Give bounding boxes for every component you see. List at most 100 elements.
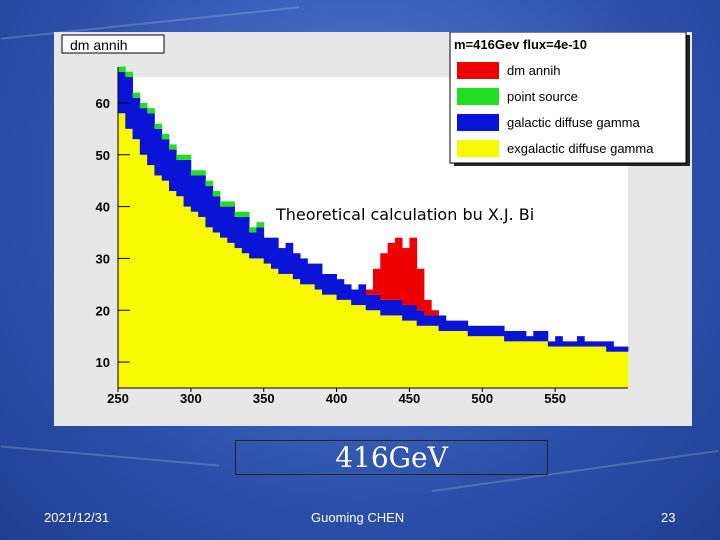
plot-panel: 10 20 30 40 50 60 250 300 350 400 450 500 550 dm ann… [54, 32, 692, 426]
x-tick-label: 350 [253, 391, 275, 406]
bar-galactic-diffuse-gamma [132, 97, 141, 140]
bar-point-source [147, 108, 155, 114]
bar-galactic-diffuse-gamma [467, 325, 476, 337]
bar-galactic-diffuse-gamma [518, 330, 527, 342]
bar-galactic-diffuse-gamma [190, 175, 199, 212]
bar-galactic-diffuse-gamma [431, 315, 439, 326]
bar-dm-annih [416, 268, 425, 311]
bar-point-source [227, 201, 235, 207]
bar-exgalactic-diffuse-gamma [241, 253, 250, 388]
bar-exgalactic-diffuse-gamma [329, 294, 337, 388]
bar-exgalactic-diffuse-gamma [431, 325, 439, 388]
bar-exgalactic-diffuse-gamma [606, 351, 614, 388]
bar-exgalactic-diffuse-gamma [351, 305, 359, 388]
legend-label: dm annih [507, 63, 560, 78]
bar-exgalactic-diffuse-gamma [504, 341, 512, 388]
bar-exgalactic-diffuse-gamma [453, 330, 461, 388]
bar-galactic-diffuse-gamma [504, 330, 512, 342]
bar-exgalactic-diffuse-gamma [460, 330, 469, 388]
bar-exgalactic-diffuse-gamma [394, 315, 403, 388]
bar-point-source [139, 102, 148, 109]
bar-dm-annih [394, 237, 403, 300]
bar-exgalactic-diffuse-gamma [154, 175, 163, 388]
bar-exgalactic-diffuse-gamma [285, 273, 294, 388]
y-tick-label: 50 [96, 148, 110, 163]
bar-exgalactic-diffuse-gamma [249, 258, 257, 388]
bar-galactic-diffuse-gamma [292, 253, 301, 280]
bar-point-source [234, 211, 243, 217]
bar-galactic-diffuse-gamma [176, 159, 184, 197]
chart-legend: m=416Gev flux=4e-10 dm annih point source… [449, 32, 690, 166]
bar-galactic-diffuse-gamma [533, 330, 541, 342]
bar-galactic-diffuse-gamma [234, 216, 243, 249]
bar-point-source [176, 154, 184, 160]
bar-exgalactic-diffuse-gamma [278, 273, 286, 388]
bar-dm-annih [402, 248, 410, 306]
bar-exgalactic-diffuse-gamma [526, 341, 534, 388]
bar-galactic-diffuse-gamma [147, 113, 155, 166]
slide-caption: 416GeV [235, 440, 548, 475]
bar-galactic-diffuse-gamma [511, 330, 520, 342]
bar-dm-annih [409, 237, 418, 306]
bar-exgalactic-diffuse-gamma [518, 341, 527, 388]
bar-dm-annih [387, 242, 396, 300]
y-tick-label: 20 [96, 303, 110, 318]
bar-exgalactic-diffuse-gamma [591, 346, 600, 388]
bar-galactic-diffuse-gamma [169, 149, 177, 192]
bar-dm-annih [365, 289, 374, 295]
bar-exgalactic-diffuse-gamma [300, 284, 308, 388]
bar-point-source [154, 123, 163, 129]
bar-exgalactic-diffuse-gamma [212, 232, 221, 388]
bar-point-source [125, 71, 133, 77]
bar-galactic-diffuse-gamma [373, 294, 381, 311]
bar-galactic-diffuse-gamma [139, 108, 148, 155]
bar-galactic-diffuse-gamma [424, 315, 432, 326]
bar-exgalactic-diffuse-gamma [263, 263, 272, 388]
bar-exgalactic-diffuse-gamma [584, 346, 592, 388]
bar-exgalactic-diffuse-gamma [511, 341, 520, 388]
bar-point-source [249, 227, 257, 233]
bar-exgalactic-diffuse-gamma [271, 268, 279, 388]
bar-galactic-diffuse-gamma [584, 341, 592, 347]
bar-exgalactic-diffuse-gamma [489, 336, 498, 388]
bar-galactic-diffuse-gamma [249, 232, 257, 259]
bar-exgalactic-diffuse-gamma [336, 299, 345, 388]
histogram-chart: 10 20 30 40 50 60 250 300 350 400 450 500 550 dm ann… [61, 32, 690, 406]
chart-title-box [61, 34, 165, 54]
bar-exgalactic-diffuse-gamma [205, 227, 214, 388]
legend-header: m=416Gev flux=4e-10 [454, 37, 587, 52]
bar-exgalactic-diffuse-gamma [613, 351, 622, 388]
bar-exgalactic-diffuse-gamma [540, 341, 549, 388]
bar-galactic-diffuse-gamma [358, 284, 367, 306]
bar-exgalactic-diffuse-gamma [220, 237, 228, 388]
legend-label: galactic diffuse gamma [507, 115, 640, 130]
bar-galactic-diffuse-gamma [314, 263, 323, 290]
bar-galactic-diffuse-gamma [416, 310, 425, 326]
bar-exgalactic-diffuse-gamma [358, 305, 367, 388]
bar-galactic-diffuse-gamma [569, 341, 578, 347]
bar-galactic-diffuse-gamma [227, 206, 235, 243]
x-tick-label: 450 [399, 391, 421, 406]
bar-galactic-diffuse-gamma [278, 248, 286, 274]
y-tick-label: 30 [96, 251, 110, 266]
bar-galactic-diffuse-gamma [220, 206, 228, 238]
bar-galactic-diffuse-gamma [336, 279, 345, 300]
legend-swatch [457, 62, 499, 79]
bar-exgalactic-diffuse-gamma [132, 139, 141, 388]
x-tick-label: 500 [471, 391, 493, 406]
legend-swatch [457, 140, 499, 157]
bar-point-source [256, 222, 265, 228]
bar-galactic-diffuse-gamma [496, 325, 505, 337]
y-tick-label: 40 [96, 200, 110, 215]
bar-exgalactic-diffuse-gamma [139, 154, 148, 388]
bar-exgalactic-diffuse-gamma [198, 216, 206, 388]
bar-exgalactic-diffuse-gamma [322, 294, 330, 388]
bar-galactic-diffuse-gamma [445, 320, 454, 331]
bar-galactic-diffuse-gamma [620, 346, 629, 352]
x-tick-label: 300 [180, 391, 202, 406]
bar-dm-annih [380, 253, 388, 300]
bar-exgalactic-diffuse-gamma [380, 315, 388, 388]
bar-galactic-diffuse-gamma [118, 71, 126, 114]
bar-exgalactic-diffuse-gamma [555, 346, 563, 388]
bar-exgalactic-diffuse-gamma [234, 248, 243, 388]
